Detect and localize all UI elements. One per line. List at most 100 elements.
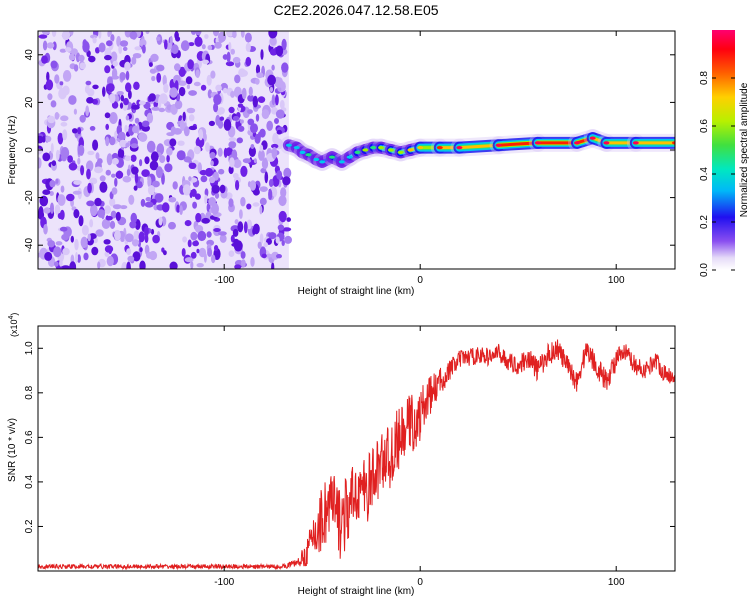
noise-blob	[105, 215, 113, 221]
noise-blob	[86, 168, 91, 180]
noise-blob	[235, 180, 240, 191]
noise-blob	[194, 193, 201, 200]
noise-blob	[281, 62, 289, 73]
noise-blob	[218, 37, 224, 43]
noise-blob	[169, 261, 178, 269]
noise-blob	[228, 250, 235, 257]
noise-blob	[101, 218, 111, 229]
noise-blob	[50, 143, 54, 154]
noise-blob	[105, 136, 110, 147]
noise-blob	[105, 169, 112, 176]
noise-blob	[77, 157, 81, 165]
noise-blob	[166, 132, 175, 137]
noise-blob	[119, 205, 128, 210]
noise-blob	[133, 230, 140, 240]
noise-blob	[182, 111, 186, 122]
noise-blob	[246, 203, 252, 210]
spectrogram-x-ticks: -100 0 100	[214, 31, 625, 286]
ridge-point	[632, 141, 639, 145]
noise-blob	[267, 74, 276, 86]
snr-series-line	[38, 339, 675, 571]
noise-blob	[253, 158, 257, 164]
noise-blob	[131, 239, 140, 247]
noise-blob	[83, 252, 89, 261]
noise-blob	[188, 176, 192, 182]
noise-blob	[168, 196, 177, 203]
noise-blob	[120, 94, 125, 102]
noise-blob	[211, 184, 220, 194]
noise-blob	[237, 221, 244, 233]
noise-blob	[252, 202, 260, 207]
noise-blob	[129, 221, 137, 229]
noise-blob	[241, 87, 247, 100]
noise-blob	[89, 177, 98, 185]
noise-blob	[218, 168, 225, 175]
noise-blob	[59, 226, 68, 232]
noise-blob	[176, 150, 186, 161]
colorbar-tick-label: 0.4	[699, 167, 710, 181]
noise-blob	[78, 144, 85, 156]
noise-blob	[174, 63, 181, 72]
ridge-point	[397, 150, 404, 154]
ridge-segment	[497, 141, 540, 147]
noise-blob	[249, 180, 257, 191]
noise-blob	[183, 156, 192, 163]
noise-blob	[49, 180, 56, 188]
noise-blob	[286, 217, 292, 222]
noise-blob	[210, 160, 214, 166]
noise-blob	[46, 71, 50, 82]
noise-blob	[261, 109, 270, 120]
noise-blob	[163, 83, 169, 93]
noise-blob	[146, 251, 154, 259]
ridge-point	[354, 150, 361, 154]
noise-blob	[237, 103, 244, 108]
snr-y-tick-label: 0.2	[24, 519, 35, 533]
noise-blob	[60, 122, 68, 127]
noise-blob	[164, 39, 168, 50]
snr-x-tick-label: -100	[214, 577, 234, 588]
noise-blob	[115, 211, 121, 221]
noise-blob	[247, 118, 255, 126]
noise-blob	[139, 38, 147, 48]
noise-blob	[201, 44, 206, 50]
noise-blob	[264, 171, 269, 184]
noise-blob	[257, 241, 262, 249]
noise-blob	[111, 68, 118, 80]
noise-blob	[243, 221, 248, 234]
noise-blob	[55, 149, 60, 161]
noise-blob	[126, 261, 131, 269]
noise-blob	[90, 204, 98, 217]
noise-blob	[107, 31, 112, 36]
noise-blob	[92, 84, 99, 90]
noise-blob	[259, 186, 268, 193]
noise-blob	[126, 168, 131, 177]
noise-blob	[240, 196, 246, 207]
noise-blob	[259, 233, 264, 244]
noise-blob	[279, 99, 285, 110]
noise-blob	[131, 104, 140, 110]
noise-blob	[109, 197, 116, 207]
noise-blob	[106, 83, 115, 92]
noise-blob	[73, 180, 82, 185]
noise-blob	[82, 41, 90, 53]
spectrogram-x-label: Height of straight line (km)	[298, 286, 415, 297]
noise-blob	[275, 109, 285, 119]
noise-blob	[62, 129, 68, 141]
noise-blob	[99, 175, 106, 182]
noise-blob	[260, 167, 267, 174]
noise-blob	[94, 197, 102, 207]
noise-blob	[193, 145, 201, 155]
noise-blob	[104, 112, 111, 119]
noise-blob	[215, 114, 221, 126]
noise-blob	[140, 198, 146, 207]
noise-blob	[246, 219, 252, 230]
noise-blob	[206, 74, 212, 86]
noise-blob	[94, 166, 103, 174]
noise-blob	[255, 64, 261, 75]
ridge-point	[603, 141, 610, 145]
colorbar-tick-label: 0.2	[699, 215, 710, 229]
noise-blob	[281, 240, 285, 246]
noise-blob	[151, 106, 161, 111]
noise-blob	[87, 182, 92, 194]
noise-blob	[241, 259, 246, 268]
